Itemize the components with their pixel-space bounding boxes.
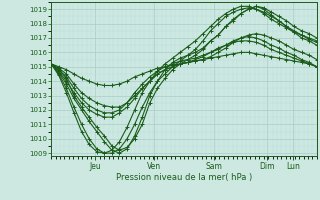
X-axis label: Pression niveau de la mer( hPa ): Pression niveau de la mer( hPa )	[116, 173, 252, 182]
